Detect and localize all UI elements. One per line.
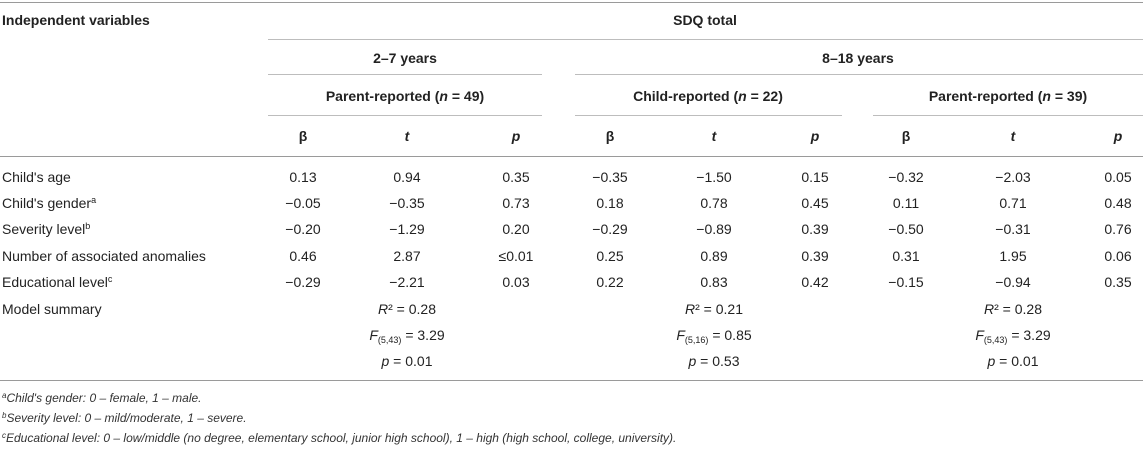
table-cell: −0.29: [592, 221, 628, 237]
col-t-1: t: [404, 128, 410, 144]
table-cell: 0.94: [393, 169, 421, 185]
table-cell: −0.94: [995, 274, 1031, 290]
col-beta-1: β: [298, 128, 308, 144]
top-rule: [0, 2, 1143, 3]
table-cell: 2.87: [393, 248, 421, 264]
model-r2-2: R² = 0.21: [685, 301, 743, 317]
col-p-2: p: [810, 128, 820, 144]
table-cell: 0.39: [801, 248, 829, 264]
model-p-2: p = 0.53: [688, 353, 740, 369]
rule-age-2-7: [268, 74, 542, 75]
table-cell: −0.20: [285, 221, 321, 237]
table-cell: 0.73: [502, 195, 530, 211]
table-cell: 0.71: [999, 195, 1027, 211]
rule-group1: [268, 115, 542, 116]
table-cell: 0.42: [801, 274, 829, 290]
table-cell: −2.21: [389, 274, 425, 290]
model-summary-label: Model summary: [2, 301, 102, 317]
col-beta-2: β: [605, 128, 615, 144]
table-cell: 0.83: [700, 274, 728, 290]
col-beta-3: β: [901, 128, 911, 144]
table-cell: −0.31: [995, 221, 1031, 237]
table-cell: 0.39: [801, 221, 829, 237]
table-cell: −0.32: [888, 169, 924, 185]
table-cell: −0.05: [285, 195, 321, 211]
table-cell: 0.11: [892, 195, 920, 211]
header-bottom-rule: [0, 156, 1143, 157]
row-label: Number of associated anomalies: [2, 248, 206, 264]
table-cell: 0.03: [502, 274, 530, 290]
header-group-3: Parent-reported (n = 39): [928, 88, 1088, 104]
col-p-1: p: [511, 128, 521, 144]
row-label: Educational levelc: [2, 274, 113, 290]
table-cell: 0.18: [596, 195, 624, 211]
rule-sdq: [268, 39, 1143, 40]
header-age-8-18: 8–18 years: [822, 50, 894, 66]
table-cell: ≤0.01: [498, 248, 534, 264]
table-cell: 0.13: [289, 169, 317, 185]
table-cell: 0.20: [502, 221, 530, 237]
model-f-2: F(5,16) = 0.85: [676, 327, 752, 345]
row-label: Severity levelb: [2, 221, 91, 237]
table-cell: −0.35: [592, 169, 628, 185]
table-cell: −0.89: [696, 221, 732, 237]
table-cell: 1.95: [999, 248, 1027, 264]
table-cell: −1.50: [696, 169, 732, 185]
table-cell: 0.35: [1104, 274, 1132, 290]
rule-group3: [873, 115, 1143, 116]
table-cell: 0.25: [596, 248, 624, 264]
table-cell: −2.03: [995, 169, 1031, 185]
row-label: Child's age: [2, 169, 71, 185]
header-age-2-7: 2–7 years: [373, 50, 437, 66]
table-cell: −0.50: [888, 221, 924, 237]
table-cell: 0.22: [596, 274, 624, 290]
col-t-3: t: [1010, 128, 1016, 144]
row-label: Child's gendera: [2, 195, 97, 211]
table-bottom-rule: [0, 380, 1143, 381]
table-cell: 0.76: [1104, 221, 1132, 237]
table-cell: 0.31: [892, 248, 920, 264]
header-group-2: Child-reported (n = 22): [633, 88, 783, 104]
table-cell: −0.15: [888, 274, 924, 290]
col-t-2: t: [711, 128, 717, 144]
table-cell: 0.06: [1104, 248, 1132, 264]
model-p-1: p = 0.01: [381, 353, 433, 369]
footnote-b: bSeverity level: 0 – mild/moderate, 1 – …: [2, 411, 247, 425]
model-r2-1: R² = 0.28: [378, 301, 436, 317]
table-cell: −0.29: [285, 274, 321, 290]
model-f-3: F(5,43) = 3.29: [975, 327, 1051, 345]
model-p-3: p = 0.01: [987, 353, 1039, 369]
header-sdq-total: SDQ total: [673, 12, 737, 28]
header-independent-variables: Independent variables: [2, 12, 150, 28]
table-cell: 0.35: [502, 169, 530, 185]
table-cell: −1.29: [389, 221, 425, 237]
footnote-c: cEducational level: 0 – low/middle (no d…: [2, 431, 677, 445]
rule-age-8-18: [575, 74, 1143, 75]
table-cell: 0.45: [801, 195, 829, 211]
table-cell: 0.48: [1104, 195, 1132, 211]
table-cell: 0.05: [1104, 169, 1132, 185]
table-cell: 0.89: [700, 248, 728, 264]
footnote-a: aChild's gender: 0 – female, 1 – male.: [2, 391, 202, 405]
rule-group2: [575, 115, 842, 116]
model-f-1: F(5,43) = 3.29: [369, 327, 445, 345]
table-cell: −0.35: [389, 195, 425, 211]
table-cell: 0.46: [289, 248, 317, 264]
col-p-3: p: [1113, 128, 1123, 144]
header-group-1: Parent-reported (n = 49): [325, 88, 485, 104]
table-cell: 0.15: [801, 169, 829, 185]
model-r2-3: R² = 0.28: [984, 301, 1042, 317]
table-cell: 0.78: [700, 195, 728, 211]
